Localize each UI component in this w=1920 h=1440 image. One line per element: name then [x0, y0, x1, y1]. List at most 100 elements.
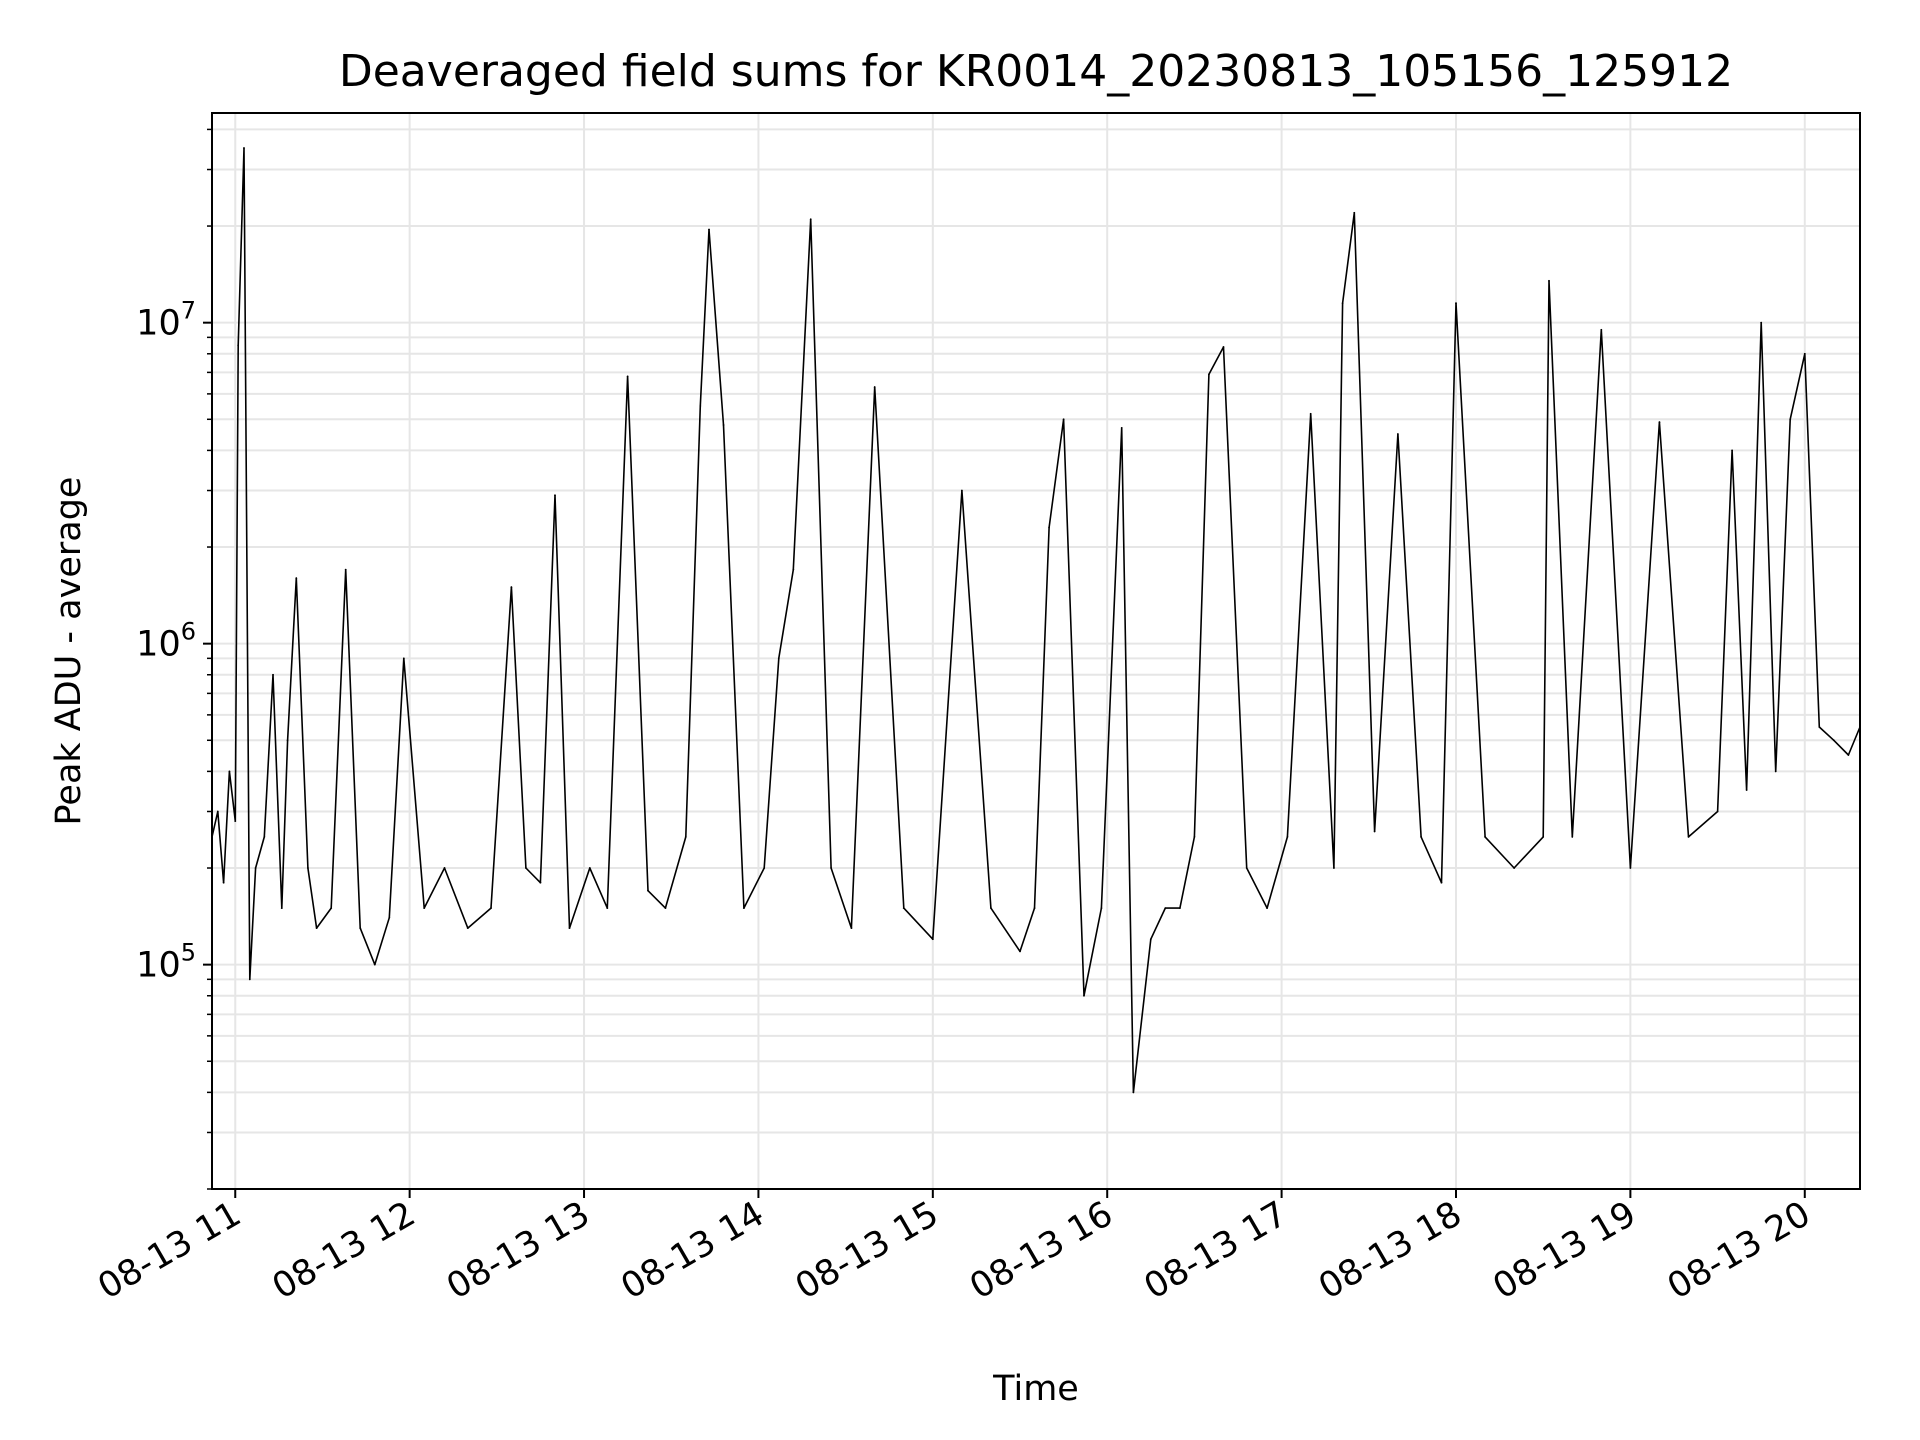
data-point [443, 867, 446, 869]
data-point [525, 867, 527, 869]
data-point [1745, 789, 1748, 791]
data-point [1353, 211, 1356, 214]
data-point [830, 867, 832, 869]
data-point [1420, 836, 1423, 838]
data-point [931, 938, 934, 941]
data-point [423, 907, 426, 910]
data-point [684, 836, 687, 838]
data-point [1132, 1091, 1135, 1094]
data-point [1048, 526, 1050, 529]
data-point [1716, 810, 1719, 813]
data-point [1266, 907, 1268, 910]
data-point [1286, 836, 1289, 838]
data-point [1484, 836, 1486, 838]
data-point [647, 889, 649, 892]
data-point [1208, 373, 1210, 376]
data-point [222, 881, 225, 884]
data-point [539, 881, 542, 884]
data-point [1333, 867, 1335, 869]
data-point [254, 867, 257, 869]
data-point [243, 147, 245, 149]
data-point [1100, 907, 1103, 910]
data-point [1818, 726, 1821, 728]
data-point [307, 867, 309, 869]
data-point [1309, 412, 1312, 415]
y-tick-label: 106 [136, 618, 196, 665]
data-point [1847, 754, 1850, 756]
data-point [1731, 449, 1734, 452]
data-point [1789, 418, 1792, 421]
data-point [554, 494, 556, 497]
data-point [315, 927, 318, 929]
data-point [1832, 739, 1835, 742]
data-point [248, 978, 251, 981]
data-point [272, 673, 274, 676]
data-point [330, 907, 333, 910]
chart-title: Deaveraged field sums for KR0014_2023081… [339, 46, 1733, 97]
data-point [777, 657, 780, 660]
data-point [1687, 836, 1690, 838]
data-point [1513, 867, 1516, 869]
data-point [1396, 433, 1399, 435]
data-point [960, 489, 963, 492]
data-point [809, 218, 812, 221]
data-point [1083, 994, 1085, 997]
data-point [1164, 907, 1167, 910]
data-point [1373, 830, 1376, 833]
data-point [490, 907, 492, 910]
data-point [234, 820, 237, 823]
data-point [1774, 770, 1777, 773]
data-point [664, 907, 667, 910]
data-point [1658, 421, 1661, 424]
y-tick-label-exponent: 7 [181, 297, 196, 325]
data-point [1803, 352, 1806, 355]
data-point [1440, 881, 1443, 884]
data-point [373, 963, 376, 966]
data-point [1760, 321, 1763, 324]
data-point [1033, 907, 1036, 910]
data-point [626, 375, 629, 378]
data-point [216, 810, 219, 813]
y-tick-label-base: 10 [136, 946, 181, 986]
data-point [1178, 907, 1181, 910]
data-point [873, 386, 876, 388]
data-point [722, 424, 725, 426]
data-point [466, 927, 469, 929]
data-point [359, 927, 362, 929]
data-point [708, 228, 710, 231]
data-point [699, 405, 702, 407]
series-line [211, 147, 1861, 1094]
data-point [280, 907, 283, 910]
data-point [286, 739, 289, 742]
y-tick-label-base: 10 [136, 625, 181, 665]
y-tick-label-exponent: 5 [181, 939, 196, 967]
data-point [1120, 427, 1123, 429]
data-point [228, 770, 231, 773]
y-tick-label: 105 [136, 939, 196, 986]
data-point [792, 568, 795, 571]
data-point [388, 916, 391, 919]
data-point [902, 907, 905, 910]
y-tick-label: 107 [136, 297, 196, 344]
data-point [402, 657, 405, 660]
y-axis-label: Peak ADU - average [49, 477, 89, 826]
data-point [1193, 836, 1196, 838]
data-point [742, 907, 745, 910]
data-point [295, 577, 298, 580]
data-point [606, 907, 609, 910]
data-point [1245, 867, 1248, 869]
data-point [510, 586, 513, 589]
data-point [344, 568, 347, 571]
x-axis-label: Time [992, 1369, 1079, 1409]
data-point [1542, 836, 1545, 838]
data-point [1062, 418, 1065, 421]
data-point [588, 867, 591, 869]
data-point [1019, 950, 1021, 953]
data-point [1222, 346, 1225, 348]
data-point [763, 867, 766, 869]
data-point [1548, 279, 1550, 282]
data-point [237, 344, 240, 347]
